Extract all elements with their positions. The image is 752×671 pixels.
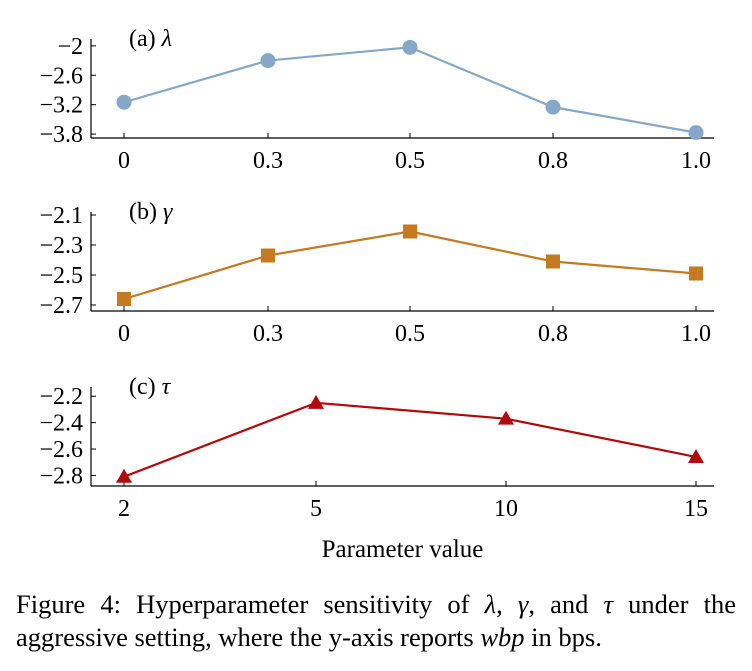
x-tick-label: 0.3 <box>253 321 283 347</box>
panel-3: −2.2−2.4−2.6−2.8 2 5 10 15 (c) τ Parameter val… <box>39 374 714 563</box>
y-tick-label: −2.5 <box>39 263 83 289</box>
caption-prefix: Figure 4: Hyperparameter sensitivity of <box>16 589 485 619</box>
x-tick-label: 10 <box>494 496 518 522</box>
x-tick-label: 0.8 <box>538 321 568 347</box>
x-tick-label: 2 <box>118 496 130 522</box>
x-tick-label: 0 <box>118 148 130 174</box>
y-tick-label: −2.6 <box>39 437 83 463</box>
caption-gamma-symbol: γ <box>517 589 529 619</box>
x-tick-label: 0.5 <box>395 148 425 174</box>
panel-label: (b) γ <box>129 199 173 225</box>
caption-middle: under the aggressive setting, where the … <box>16 589 736 652</box>
data-point <box>688 125 704 141</box>
data-point <box>308 394 324 409</box>
panel-2: −2.1 −2.3 −2.5 −2.7 0 0.3 0.5 0.8 1.0 (b) γ <box>39 199 714 347</box>
y-tick-label: −2.2 <box>39 384 83 410</box>
data-point <box>116 468 132 483</box>
y-tick-label: −3.8 <box>39 122 83 148</box>
data-point <box>260 53 276 69</box>
y-tick-label: −2 <box>57 34 83 60</box>
x-tick-label: 0.8 <box>538 148 568 174</box>
caption-wbp-variable: wbp <box>480 622 525 652</box>
x-tick-label: 1.0 <box>681 321 711 347</box>
series-line <box>123 401 697 478</box>
caption-lambda-symbol: λ <box>484 589 497 619</box>
y-tick-label: −2.6 <box>39 63 83 89</box>
x-tick-label: 5 <box>310 496 322 522</box>
x-axis-title: Parameter value <box>322 536 484 563</box>
data-point <box>261 248 275 263</box>
caption-separator-1: , <box>496 589 518 619</box>
panel-1: −2 −2.6 −3.2 −3.8 0 0.3 0.5 0.8 1.0 (a) λ <box>39 26 714 174</box>
caption-tau-symbol: τ <box>603 589 614 619</box>
y-tick-label: −2.4 <box>39 411 83 437</box>
data-point <box>402 39 418 55</box>
data-point <box>688 448 704 463</box>
data-point <box>403 224 417 239</box>
series-line <box>123 230 697 301</box>
figure-caption: Figure 4: Hyperparameter sensitivity of … <box>16 588 736 654</box>
y-tick-label: −3.2 <box>39 93 83 119</box>
panel-label: (c) τ <box>129 374 172 400</box>
x-tick-label: 0 <box>118 321 130 347</box>
x-tick-label: 1.0 <box>681 148 711 174</box>
data-point <box>545 99 561 115</box>
panel-label: (a) λ <box>129 26 172 52</box>
data-point <box>689 266 703 281</box>
x-tick-label: 15 <box>684 496 708 522</box>
data-point <box>546 254 560 269</box>
series-line <box>123 46 697 134</box>
caption-suffix: in bps. <box>524 622 602 652</box>
data-point <box>116 94 132 110</box>
figure-sensitivity-chart: −2 −2.6 −3.2 −3.8 0 0.3 0.5 0.8 1.0 (a) λ −2.1 −2.3… <box>39 26 714 563</box>
x-tick-label: 0.5 <box>395 321 425 347</box>
y-tick-label: −2.7 <box>39 293 83 319</box>
caption-separator-2: , and <box>528 589 604 619</box>
data-point <box>117 292 131 306</box>
y-tick-label: −2.3 <box>39 233 83 259</box>
data-point <box>498 410 514 425</box>
y-tick-label: −2.1 <box>39 203 83 229</box>
y-tick-label: −2.8 <box>39 463 83 489</box>
x-tick-label: 0.3 <box>253 148 283 174</box>
